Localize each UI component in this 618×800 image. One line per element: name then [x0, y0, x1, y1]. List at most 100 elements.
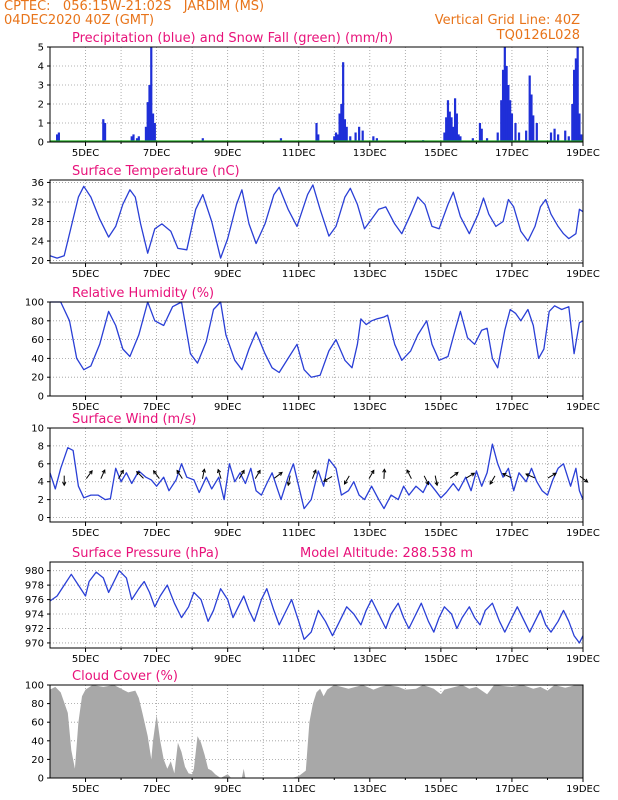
- x-tick-label: 15DEC: [424, 528, 458, 539]
- precip-bar: [132, 134, 135, 142]
- precip-bar: [500, 100, 503, 142]
- precip-bar: [375, 138, 379, 142]
- precip-bar: [317, 134, 320, 142]
- x-tick-label: 13DEC: [353, 528, 387, 539]
- precip-bar: [453, 98, 457, 142]
- y-tick-label: 4: [38, 477, 44, 488]
- precip-bar: [372, 136, 375, 142]
- wind-direction-arrow: [547, 472, 557, 479]
- wind-direction-arrow: [176, 469, 183, 479]
- precip-bar: [549, 132, 553, 142]
- wind-direction-arrow: [286, 475, 291, 487]
- y-tick-label: 60: [31, 335, 44, 346]
- precip-bar: [525, 130, 528, 142]
- y-tick-label: 36: [31, 178, 44, 189]
- header-run-date: 04DEC2020 40Z (GMT): [4, 13, 155, 28]
- x-tick-label: 13DEC: [353, 784, 387, 795]
- precip-bar: [471, 138, 474, 142]
- header-station: CPTEC: 056:15W-21:02S JARDIM (MS): [4, 0, 265, 14]
- y-tick-label: 100: [25, 298, 44, 309]
- wind-direction-arrow: [489, 475, 496, 485]
- x-tick-label: 19DEC: [566, 402, 600, 413]
- x-tick-label: 11DEC: [282, 528, 316, 539]
- precip-bar: [315, 123, 318, 142]
- precip-bar: [553, 128, 556, 142]
- y-tick-label: 40: [31, 354, 44, 365]
- y-tick-label: 20: [31, 373, 44, 384]
- x-tick-label: 7DEC: [143, 654, 170, 665]
- precip-bar: [56, 134, 59, 142]
- precip-bar: [573, 69, 576, 142]
- x-tick-label: 17DEC: [495, 654, 529, 665]
- precip-bar: [151, 113, 155, 142]
- precip-bar: [535, 123, 538, 142]
- wind-direction-arrow: [254, 469, 261, 479]
- wind-direction-arrow: [136, 470, 144, 479]
- y-tick-label: 5: [38, 43, 44, 54]
- precip-bar: [517, 132, 521, 142]
- precip-bar: [501, 69, 505, 142]
- panel-press: Surface Pressure (hPa) Model Altitude: 28…: [25, 546, 600, 665]
- y-tick-label: 4: [38, 62, 44, 73]
- precip-bar: [485, 138, 489, 142]
- precip-bar: [448, 111, 451, 142]
- y-tick-label: 60: [31, 718, 44, 729]
- precip-bar: [528, 75, 531, 142]
- x-tick-label: 7DEC: [143, 784, 170, 795]
- x-tick-label: 5DEC: [72, 528, 99, 539]
- x-tick-label: 9DEC: [214, 654, 241, 665]
- y-tick-label: 10: [31, 424, 44, 435]
- precip-bar: [342, 62, 345, 143]
- wind-direction-arrow: [85, 470, 93, 479]
- precip-bar: [571, 104, 574, 142]
- wind-direction-arrow: [201, 468, 206, 479]
- y-tick-label: 20: [31, 755, 44, 766]
- panel-frame: [49, 301, 584, 397]
- x-tick-label: 13DEC: [353, 148, 387, 159]
- y-tick-label: 0: [38, 774, 44, 785]
- precip-bar: [57, 132, 60, 142]
- panel-frame: [49, 427, 584, 523]
- x-tick-label: 15DEC: [424, 269, 458, 280]
- x-tick-label: 9DEC: [214, 784, 241, 795]
- wind-direction-arrow: [311, 469, 317, 479]
- precip-bar: [509, 100, 512, 142]
- panel-title-cloud: Cloud Cover (%): [72, 669, 178, 684]
- header-grid-line: Vertical Grid Line: 40Z: [434, 13, 580, 28]
- precip-bar: [505, 66, 508, 142]
- y-tick-label: 6: [38, 459, 44, 470]
- panel-frame: [49, 46, 584, 143]
- wind-direction-arrow: [368, 469, 375, 479]
- temp-series-line: [49, 184, 584, 259]
- wind-direction-arrow: [343, 475, 350, 485]
- wind-direction-arrow: [434, 475, 439, 487]
- wind-direction-arrow: [216, 468, 222, 479]
- panel-title-temp: Surface Temperature (nC): [72, 164, 240, 179]
- panel-cloud: Cloud Cover (%) 0 20 40 60 80 100 5DEC 7DEC 9DEC 1…: [25, 669, 600, 795]
- y-tick-label: 974: [25, 610, 44, 621]
- x-tick-label: 9DEC: [214, 528, 241, 539]
- y-tick-label: 20: [31, 256, 44, 267]
- precip-bar: [336, 134, 339, 142]
- precip-bar: [153, 123, 156, 142]
- header-model-id: TQ0126L028: [496, 28, 580, 43]
- precip-bar: [452, 126, 455, 142]
- precip-bar: [343, 119, 347, 142]
- precip-bar: [580, 134, 583, 142]
- wind-direction-arrow: [465, 472, 476, 479]
- x-tick-label: 7DEC: [143, 148, 170, 159]
- precip-bar: [496, 132, 499, 142]
- x-tick-label: 13DEC: [353, 269, 387, 280]
- wind-series-line: [49, 443, 584, 510]
- precip-bar: [576, 47, 579, 142]
- wind-direction-arrow: [579, 475, 589, 483]
- x-tick-label: 19DEC: [566, 784, 600, 795]
- x-tick-label: 17DEC: [495, 528, 529, 539]
- panel-frame: [49, 561, 584, 649]
- precip-bar: [338, 113, 341, 142]
- x-tick-label: 11DEC: [282, 148, 316, 159]
- precip-bar: [279, 138, 283, 142]
- precip-bar: [564, 130, 567, 142]
- y-tick-label: 978: [25, 581, 44, 592]
